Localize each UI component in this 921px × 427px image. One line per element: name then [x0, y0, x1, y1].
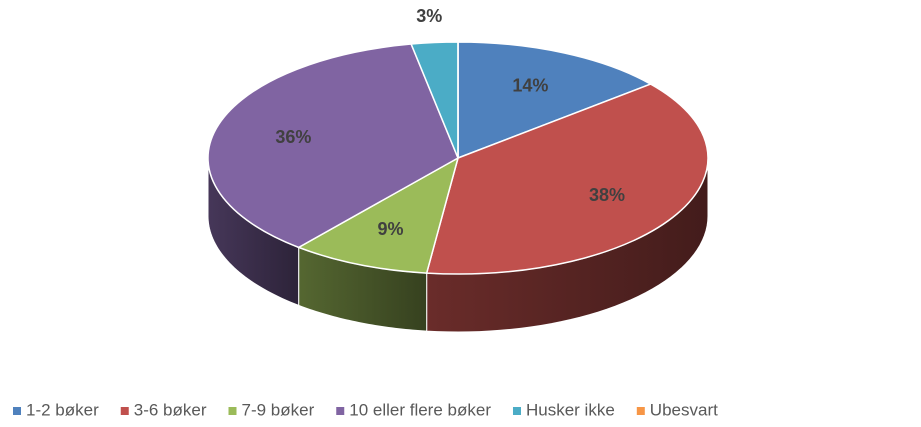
slice [457, 41, 653, 160]
slice [207, 43, 459, 249]
data-label: 9% [377, 219, 403, 239]
legend-swatch [636, 407, 645, 415]
legend-swatch [512, 407, 521, 415]
data-label: 3% [416, 6, 442, 26]
slice [296, 156, 460, 274]
legend-swatch [13, 407, 21, 415]
legend-label: 3-6 bøker [134, 400, 207, 419]
legend-label: 10 eller flere bøker [349, 400, 491, 419]
data-label: 14% [512, 75, 548, 95]
data-label: 38% [589, 185, 625, 205]
legend-swatch [228, 407, 237, 415]
legend-label: 1-2 bøker [26, 400, 99, 419]
legend-label: Ubesvart [650, 400, 718, 419]
legend-swatch [120, 407, 129, 415]
slice [425, 83, 709, 275]
legend-label: 7-9 bøker [242, 400, 315, 419]
legend-swatch [336, 407, 345, 415]
legend-label: Husker ikke [526, 400, 615, 419]
data-label: 36% [275, 127, 311, 147]
